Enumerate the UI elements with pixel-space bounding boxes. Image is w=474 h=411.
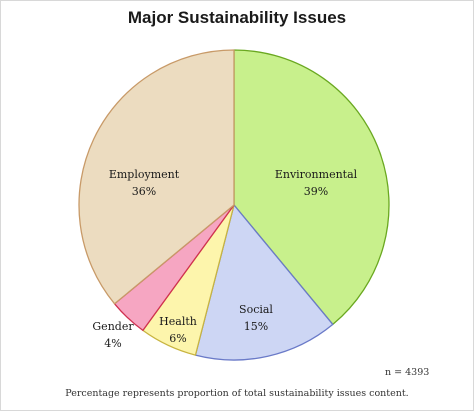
sample-size-note: n = 4393	[385, 367, 430, 378]
slice-name-health: Health	[159, 315, 197, 328]
slice-value-employment: 36%	[132, 185, 156, 198]
slice-value-gender: 4%	[104, 337, 121, 350]
slice-name-gender: Gender	[92, 320, 134, 333]
slice-value-social: 15%	[244, 320, 268, 333]
slice-value-health: 6%	[169, 332, 186, 345]
chart-title: Major Sustainability Issues	[127, 8, 347, 27]
slice-label-social: Social 15%	[239, 303, 273, 333]
slice-name-environmental: Environmental	[275, 168, 358, 181]
chart-footnote: Percentage represents proportion of tota…	[65, 388, 409, 399]
pie-slice-environmental	[233, 49, 390, 326]
slice-name-employment: Employment	[109, 168, 180, 181]
slice-label-employment: Employment 36%	[109, 168, 180, 198]
slice-name-social: Social	[239, 303, 273, 316]
slice-label-health: Health 6%	[159, 315, 197, 345]
slice-label-environmental: Environmental 39%	[275, 168, 358, 198]
pie-slice-social	[194, 204, 334, 361]
pie-slice-employment	[78, 49, 235, 305]
slice-label-gender: Gender 4%	[92, 320, 134, 350]
slice-value-environmental: 39%	[304, 185, 328, 198]
